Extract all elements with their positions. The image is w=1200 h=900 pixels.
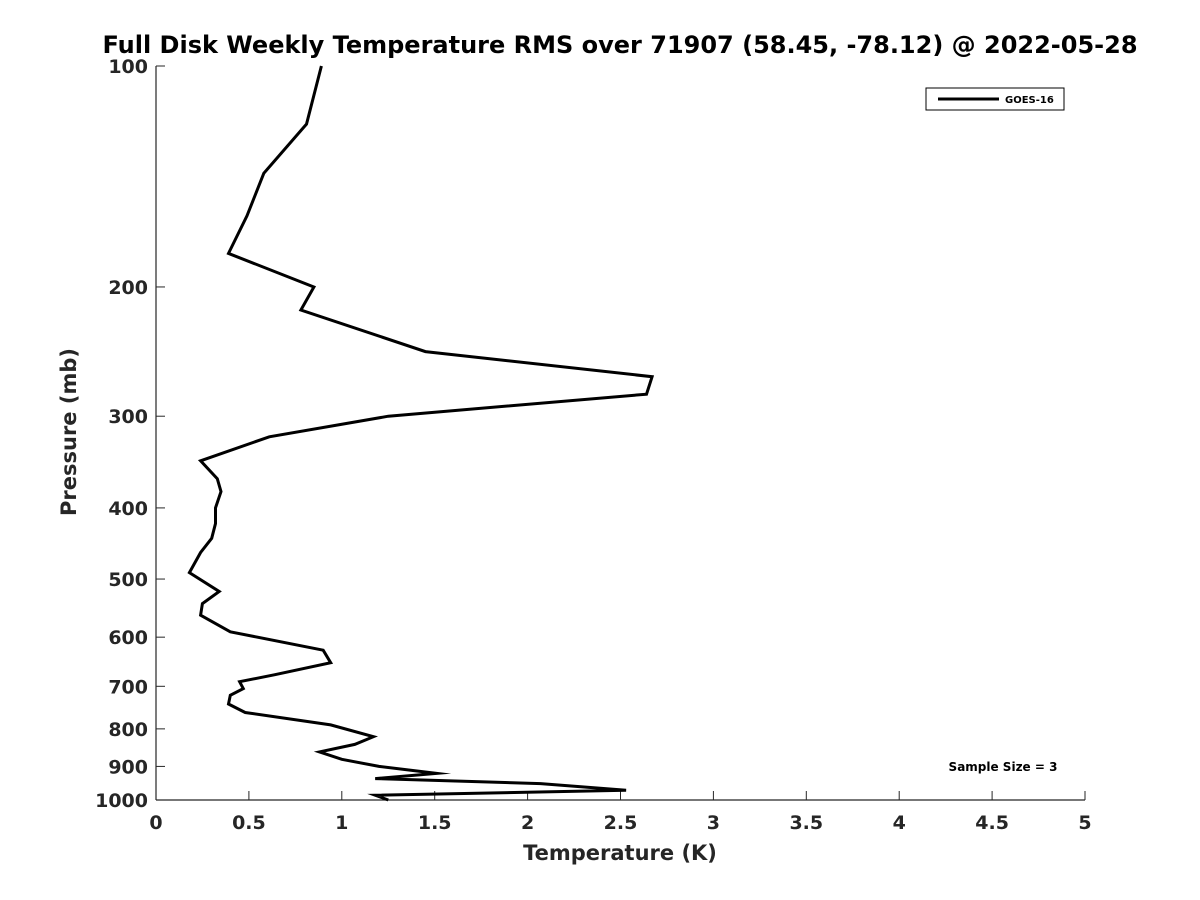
y-tick-label: 300 [108, 406, 148, 428]
axis-ticks: 0 0.5 1 1.5 2 2.5 3 3.5 4 4.5 5 100 200 300 400 500 600 7… [95, 56, 1092, 834]
series-layer [187, 65, 655, 802]
y-tick-label: 500 [108, 569, 148, 591]
x-tick-label: 3 [707, 812, 720, 834]
x-tick-label: 2 [521, 812, 534, 834]
chart-title: Full Disk Weekly Temperature RMS over 71… [102, 31, 1137, 59]
y-tick-label: 700 [108, 676, 148, 698]
y-tick-label: 800 [108, 719, 148, 741]
y-axis-label: Pressure (mb) [57, 348, 81, 516]
x-tick-label: 1 [335, 812, 348, 834]
y-tick-label: 100 [108, 56, 148, 78]
y-tick-label: 400 [108, 498, 148, 520]
sample-size-annotation: Sample Size = 3 [949, 760, 1058, 774]
x-axis-label: Temperature (K) [523, 841, 717, 865]
x-tick-label: 3.5 [789, 812, 823, 834]
legend: GOES-16 [925, 87, 1065, 111]
x-tick-label: 4 [893, 812, 906, 834]
y-tick-label: 900 [108, 756, 148, 778]
axes [155, 66, 1085, 801]
series-line-goes-16 [187, 65, 655, 802]
x-tick-label: 1.5 [418, 812, 452, 834]
y-tick-label: 200 [108, 277, 148, 299]
x-tick-label: 2.5 [604, 812, 638, 834]
x-tick-label: 0 [149, 812, 162, 834]
x-tick-label: 0.5 [232, 812, 266, 834]
y-tick-label: 1000 [95, 790, 148, 812]
y-tick-label: 600 [108, 627, 148, 649]
legend-label-goes-16: GOES-16 [1005, 95, 1054, 106]
x-tick-label: 5 [1078, 812, 1091, 834]
x-tick-label: 4.5 [975, 812, 1009, 834]
